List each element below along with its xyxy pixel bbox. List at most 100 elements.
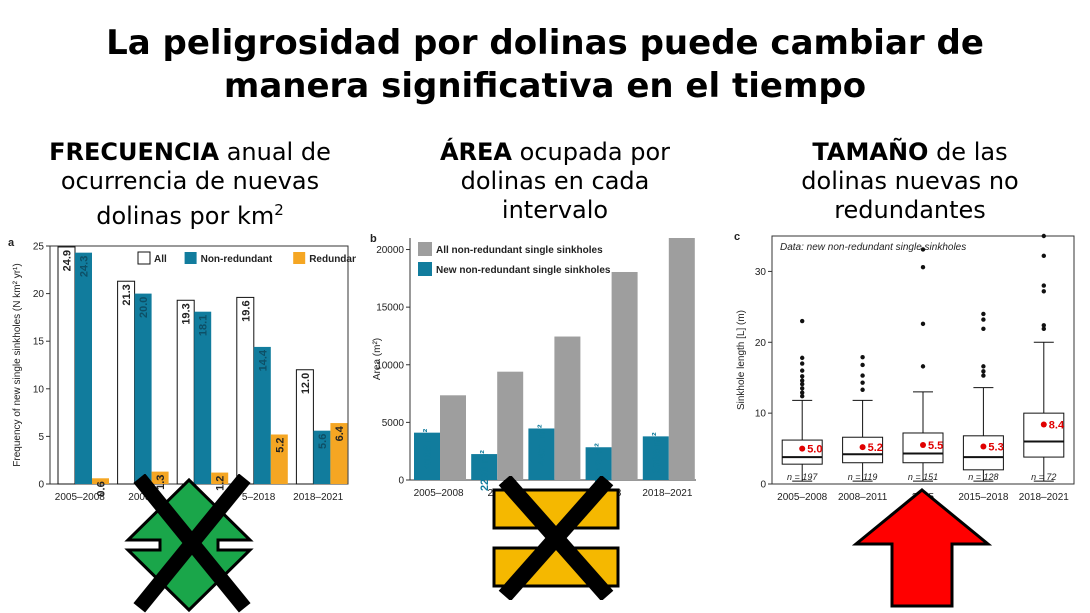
bar-value-label: 14.4 [257, 349, 269, 371]
legend-label: All non-redundant single sinkholes [436, 245, 603, 256]
x-tick-label: 2008 [128, 492, 151, 503]
mean-point [799, 445, 806, 452]
outlier-point [860, 387, 865, 392]
outlier-point [800, 378, 805, 383]
bar-non-redundant [313, 430, 331, 484]
outlier-point [1041, 283, 1046, 288]
y-tick-label: 15 [33, 337, 45, 348]
outlier-point [800, 390, 805, 395]
outlier-point [1041, 326, 1046, 332]
mean-label: 5.5 [928, 440, 943, 452]
frequency-bar-chart: a 0 5 10 15 20 25 Frequency of new single sinkh… [4, 232, 356, 514]
outlier-point [800, 381, 805, 387]
legend-label: All [154, 254, 167, 265]
bar-all-non-redundant [668, 238, 695, 480]
legend-swatch [184, 252, 197, 264]
length-box-plot: c 0 10 20 30 Sinkhole length [L] (m) Data: new… [730, 230, 1080, 522]
x-tick-label: 5–2018 [242, 492, 276, 503]
outlier-point [1041, 323, 1046, 328]
caption-size: TAMAÑO de las dolinas nuevas no redundan… [740, 138, 1080, 225]
equals-sign-crossed-icon [492, 476, 620, 600]
caption-area-line1: ocupada por [512, 138, 671, 166]
y-tick-label: 20000 [376, 245, 404, 256]
mean-label: 8.4 [1049, 419, 1065, 431]
bar-value-label: 5.2 [274, 437, 286, 452]
box [1023, 412, 1065, 458]
bar-redundant [330, 423, 348, 484]
caption-frequency-line1: anual de [219, 138, 331, 166]
bar-new-non-redundant [585, 447, 612, 480]
n-label: n = 119 [848, 472, 878, 482]
y-tick-label: 25 [33, 242, 45, 253]
outlier-point [860, 362, 865, 368]
bar-all [295, 369, 314, 485]
bar-value-label: 4108 m² [422, 428, 434, 469]
y-axis-label: Frequency of new single sinkholes (N km²… [12, 263, 23, 466]
up-arrow-icon [852, 488, 992, 608]
bar-all-non-redundant [611, 271, 638, 480]
bar-all [117, 280, 136, 485]
legend-swatch [418, 262, 432, 276]
outlier-point [800, 361, 805, 366]
outlier-point [981, 369, 986, 374]
mean-label: 5.0 [807, 444, 822, 456]
bar-value-label: 5.6 [317, 434, 329, 449]
bar-all-non-redundant [497, 371, 524, 480]
bar-redundant [92, 478, 109, 484]
mean-point [980, 443, 987, 450]
outlier-point [800, 374, 805, 379]
x-tick-label: 2008–2011 [838, 492, 888, 503]
bar-value-label: 12.0 [300, 373, 312, 394]
bar-value-label: 1.3 [155, 475, 167, 490]
y-axis-label: Area (m²) [372, 338, 383, 380]
outlier-point [981, 326, 986, 332]
bar-value-label: 1.2 [215, 476, 227, 491]
y-tick-label: 20 [33, 289, 45, 300]
outlier-point [860, 354, 865, 360]
caption-area-line2: dolinas en cada [460, 167, 650, 195]
bar-value-label: 19.3 [181, 303, 193, 324]
slide-title: La peligrosidad por dolinas puede cambia… [0, 22, 1090, 108]
caption-area-line3: intervalo [501, 196, 609, 224]
bar-new-non-redundant [642, 436, 669, 480]
outlier-point [981, 317, 986, 322]
outlier-point [920, 321, 926, 327]
mean-label: 5.3 [988, 441, 1003, 453]
outlier-point [1041, 289, 1046, 294]
mean-point [1040, 421, 1047, 428]
chart-annotation: Data: new non-redundant single sinkholes [780, 242, 966, 253]
n-label: n = 197 [787, 472, 818, 482]
x-tick-label: 2018–2021 [642, 488, 692, 499]
box [962, 435, 1004, 471]
outlier-point [920, 364, 926, 369]
caption-size-line2: dolinas nuevas no [801, 167, 1019, 195]
bar-redundant [211, 472, 229, 484]
legend-label: Non-redundant [201, 254, 273, 265]
caption-size-line3: redundantes [834, 196, 986, 224]
outlier-point [981, 373, 986, 378]
outlier-point [800, 355, 805, 361]
caption-frequency-line3: dolinas por km [96, 202, 275, 230]
outlier-point [1041, 233, 1046, 239]
bar-value-label: 4471 m² [536, 424, 548, 465]
slide-title-line2: manera significativa en el tiempo [223, 66, 867, 106]
outlier-point [800, 368, 805, 373]
y-axis-label: Sinkhole length [L] (m) [736, 310, 747, 410]
bar-value-label: 19.6 [240, 300, 252, 321]
panel-letter: a [8, 237, 15, 249]
slide-title-line1: La peligrosidad por dolinas puede cambia… [106, 23, 984, 63]
caption-frequency-bold: FRECUENCIA [49, 138, 220, 166]
outlier-point [800, 386, 805, 391]
bar-value-label: 6.4 [334, 425, 346, 441]
y-tick-label: 10 [755, 409, 767, 420]
bar-all [57, 246, 76, 485]
x-tick-label: 2005–2008 [414, 488, 464, 499]
n-label: n = 151 [908, 472, 938, 482]
y-tick-label: 0 [760, 480, 766, 491]
y-tick-label: 0 [38, 480, 44, 491]
outlier-point [860, 373, 865, 378]
legend-swatch [293, 252, 306, 264]
bar-value-label: 3786 m² [651, 432, 663, 473]
caption-frequency-sup: 2 [274, 201, 284, 219]
bar-value-label: 24.9 [62, 250, 74, 271]
